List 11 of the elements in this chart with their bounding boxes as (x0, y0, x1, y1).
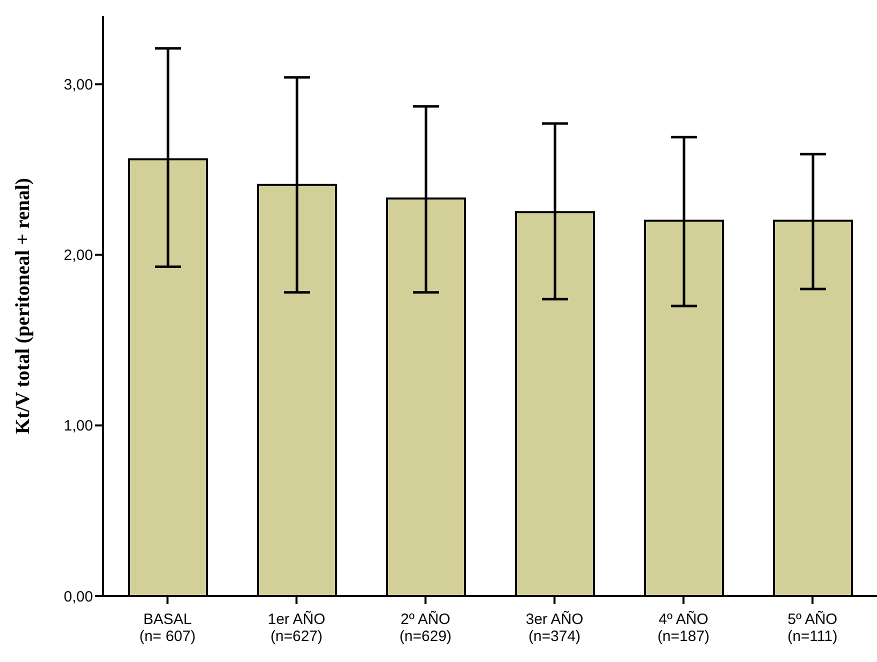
y-tick-label: 1,00 (64, 418, 93, 435)
x-tick-label: 1er AÑO (n=627) (268, 610, 326, 645)
y-tick-label: 3,00 (64, 76, 93, 94)
y-tick-label: 0,00 (64, 588, 93, 606)
y-axis-title: Kt/V total (peritoneal + renal) (12, 178, 34, 434)
x-tick-label: 2º AÑO (n=629) (399, 610, 452, 645)
x-tick-label: 5º AÑO (n=111) (788, 610, 838, 645)
x-tick-label: 4º AÑO (n=187) (657, 610, 710, 645)
x-tick-label: 3er AÑO (n=374) (526, 610, 584, 645)
x-tick-label: BASAL (n= 607) (139, 611, 196, 645)
y-tick-label: 2,00 (64, 247, 93, 264)
